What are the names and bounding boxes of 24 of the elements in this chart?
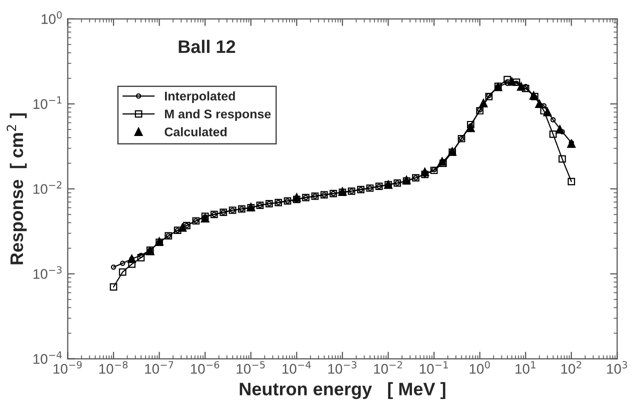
x-tick-label: 10$^{−2}$ (374, 361, 402, 374)
x-axis-title: Neutron energy [ MeV ] (240, 382, 446, 400)
text: Ball 12 (178, 40, 236, 54)
x-tick-label: 10$^{2}$ (561, 361, 582, 374)
x-tick-label: 10$^{−6}$ (190, 361, 220, 374)
x-tick-label: 10$^{−9}$ (54, 361, 82, 374)
y-tick-label: 10$^{0}$ (42, 11, 62, 24)
x-tick-label: 10$^{−5}$ (236, 361, 265, 374)
x-tick-label: 10$^{1}$ (516, 361, 536, 374)
legend-label: Interpolated (165, 91, 235, 103)
x-tick-label: 10$^{−3}$ (328, 361, 356, 374)
x-tick-label: 10$^{0}$ (470, 361, 490, 374)
legend-label: Calculated (164, 127, 227, 136)
legend-label: M and S response (165, 109, 271, 121)
y-tick-label: 10$^{−4}$ (34, 351, 62, 364)
x-tick-label: 10$^{−1}$ (420, 361, 448, 374)
y-tick-label: 10$^{−2}$ (34, 181, 62, 194)
x-tick-label: 10$^{−8}$ (99, 361, 128, 374)
y-tick-label: 10$^{−1}$ (34, 96, 62, 109)
y-axis-title: Response [ cm$^{2}$ ] (6, 113, 27, 264)
x-tick-label: 10$^{−4}$ (282, 361, 311, 374)
y-tick-label: 10$^{−3}$ (34, 266, 62, 279)
x-tick-label: 10$^{3}$ (607, 361, 628, 374)
x-tick-label: 10$^{−7}$ (145, 361, 174, 374)
